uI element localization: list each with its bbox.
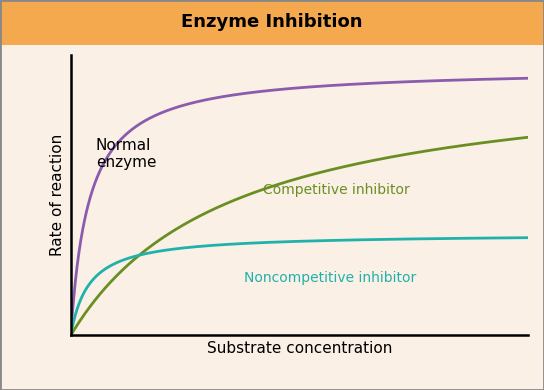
Text: Enzyme Inhibition: Enzyme Inhibition	[181, 13, 363, 32]
Y-axis label: Rate of reaction: Rate of reaction	[50, 134, 65, 256]
Text: Competitive inhibitor: Competitive inhibitor	[263, 183, 410, 197]
Text: Normal
enzyme: Normal enzyme	[96, 138, 156, 170]
X-axis label: Substrate concentration: Substrate concentration	[207, 341, 392, 356]
Text: Noncompetitive inhibitor: Noncompetitive inhibitor	[244, 271, 417, 285]
